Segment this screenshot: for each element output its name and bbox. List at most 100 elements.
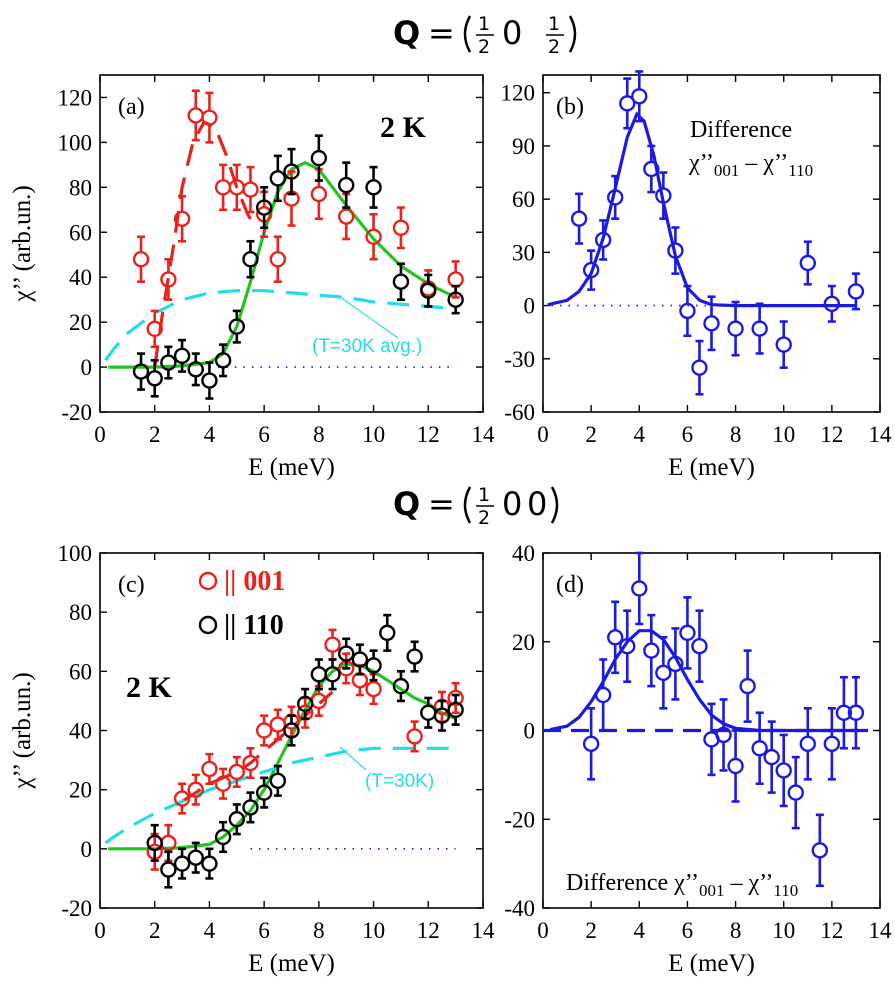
data-point xyxy=(214,343,232,378)
heading-top-h-num: 1 xyxy=(478,13,490,35)
data-point xyxy=(146,359,163,398)
data-marker xyxy=(406,648,423,665)
data-marker xyxy=(835,704,853,721)
data-marker xyxy=(727,757,744,775)
y-axis-label-c: χ’’ (arb.un.) xyxy=(9,672,36,789)
data-marker xyxy=(338,208,355,225)
x-tick-label-c: 14 xyxy=(472,918,496,943)
data-marker xyxy=(823,295,841,313)
data-marker xyxy=(255,199,273,216)
data-point xyxy=(269,235,287,283)
data-marker xyxy=(691,359,708,376)
y-tick-label-a: 120 xyxy=(58,85,93,110)
heading-bottom-symbol: Q xyxy=(393,485,420,523)
data-point xyxy=(132,235,150,283)
data-marker xyxy=(242,181,259,198)
data-marker xyxy=(296,695,314,713)
heading-top-h-den: 2 xyxy=(478,36,490,58)
data-point xyxy=(269,154,287,203)
data-point xyxy=(847,272,865,311)
y-tick-label-d: 40 xyxy=(512,541,535,566)
heading-top-open-paren xyxy=(463,15,472,53)
data-marker xyxy=(338,645,355,662)
data-point xyxy=(365,212,382,261)
data-marker xyxy=(679,624,696,642)
data-marker xyxy=(201,372,218,389)
data-marker xyxy=(570,210,588,227)
data-point xyxy=(775,733,792,808)
data-point xyxy=(255,186,273,230)
data-marker xyxy=(201,855,218,872)
x-tick-label-c: 0 xyxy=(94,918,106,943)
plot-frame-a xyxy=(99,74,484,413)
data-marker xyxy=(582,735,600,753)
x-tick-label-a: 10 xyxy=(362,422,385,447)
data-point xyxy=(228,309,245,344)
data-point xyxy=(691,339,708,396)
data-marker xyxy=(775,762,792,779)
data-point xyxy=(631,551,648,626)
heading-top-symbol: Q xyxy=(393,14,420,52)
x-tick-label-c: 12 xyxy=(417,918,440,943)
x-tick-label-d: 8 xyxy=(730,918,742,943)
x-tick-label-d: 14 xyxy=(869,918,893,943)
data-marker xyxy=(847,704,865,721)
panel-label-a: (a) xyxy=(118,94,145,120)
data-marker xyxy=(146,320,163,338)
y-tick-label-a: 40 xyxy=(69,265,92,290)
data-marker xyxy=(283,722,300,739)
data-marker xyxy=(201,760,218,778)
data-marker xyxy=(643,160,660,178)
data-point xyxy=(214,820,232,854)
data-point xyxy=(799,707,816,781)
data-point xyxy=(619,77,636,130)
x-tick-label-a: 2 xyxy=(149,422,161,447)
data-marker xyxy=(365,657,382,674)
data-marker xyxy=(847,283,865,300)
data-point xyxy=(146,309,163,349)
data-marker xyxy=(703,315,720,332)
data-point xyxy=(715,698,732,772)
diff-label-formula-b: χ’’001 – χ’’110 xyxy=(688,150,813,180)
data-point xyxy=(242,165,259,214)
data-point xyxy=(296,687,314,720)
y-tick-label-b: 60 xyxy=(512,187,535,212)
series-blue-d xyxy=(582,551,865,888)
data-point xyxy=(739,649,756,723)
data-point xyxy=(173,782,191,815)
data-point xyxy=(594,658,612,732)
data-point xyxy=(811,813,829,888)
data-point xyxy=(173,195,191,243)
x-tick-label-b: 8 xyxy=(730,422,742,447)
x-tick-label-b: 2 xyxy=(585,422,597,447)
y-tick-label-b: 0 xyxy=(524,294,536,319)
panel-label-d: (d) xyxy=(556,572,584,598)
data-marker xyxy=(146,370,163,387)
x-tick-label-a: 14 xyxy=(472,422,496,447)
data-marker xyxy=(214,828,232,846)
x-axis-label-c: E (meV) xyxy=(248,950,335,977)
data-point xyxy=(847,675,865,750)
data-marker xyxy=(751,740,768,757)
data-point xyxy=(187,89,204,142)
data-marker xyxy=(269,716,287,733)
curve-blue-b xyxy=(547,111,856,308)
data-point xyxy=(132,352,150,391)
data-marker xyxy=(173,855,191,872)
data-point xyxy=(228,803,245,836)
y-tick-label-d: 20 xyxy=(512,630,535,655)
heading-bottom-open-paren xyxy=(463,486,472,524)
data-point xyxy=(187,773,204,806)
y-tick-label-c: -20 xyxy=(61,896,92,921)
data-point xyxy=(269,764,287,797)
temperature-label-a: 2 K xyxy=(380,111,427,144)
data-point xyxy=(763,720,780,794)
data-marker xyxy=(228,811,245,828)
x-tick-label-c: 6 xyxy=(258,918,270,943)
data-marker xyxy=(751,320,768,337)
heading-top-close-paren xyxy=(568,15,577,53)
data-point xyxy=(582,707,600,781)
data-marker xyxy=(823,735,841,753)
